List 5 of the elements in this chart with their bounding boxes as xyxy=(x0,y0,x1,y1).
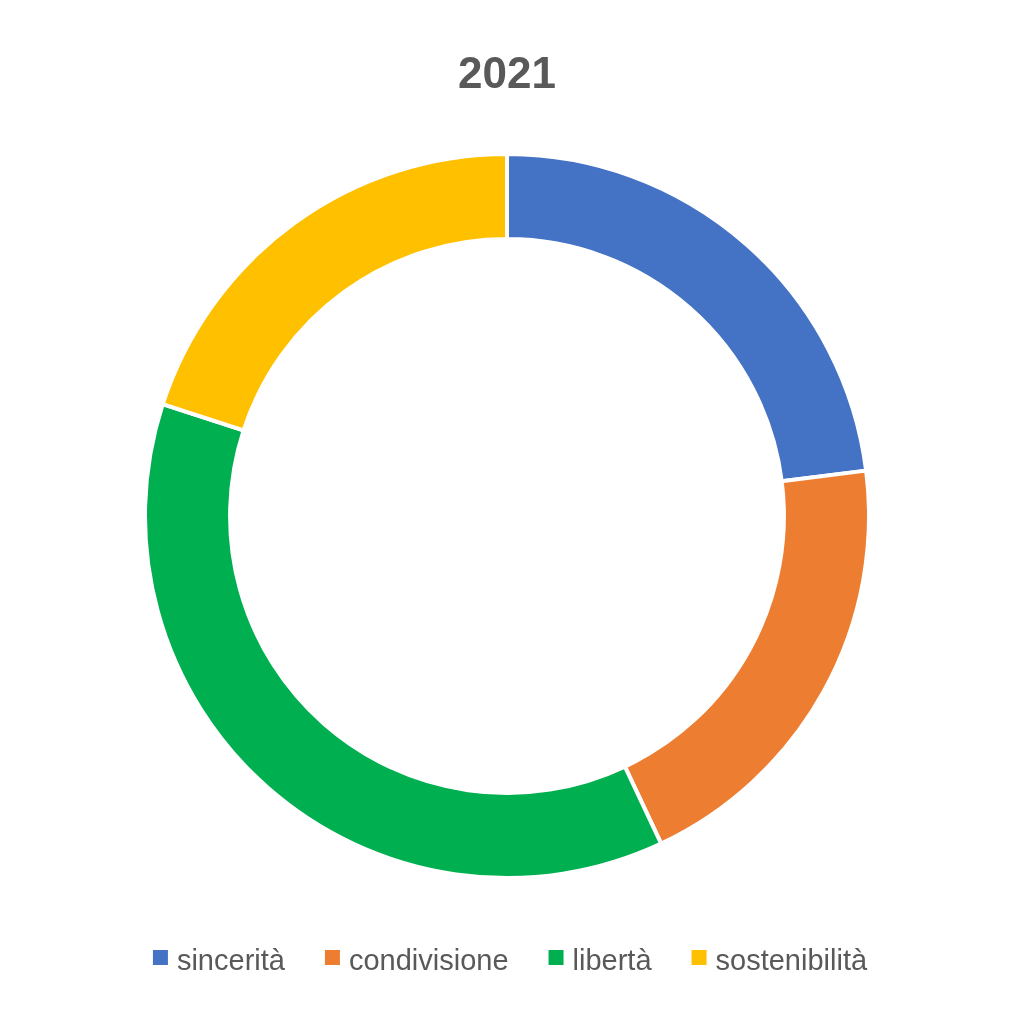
legend-label: sincerità xyxy=(176,944,286,976)
chart-title: 2021 xyxy=(458,48,556,97)
legend-label: libertà xyxy=(572,944,653,976)
legend-label: condivisione xyxy=(348,944,509,976)
legend-label: sostenibilità xyxy=(715,944,868,976)
